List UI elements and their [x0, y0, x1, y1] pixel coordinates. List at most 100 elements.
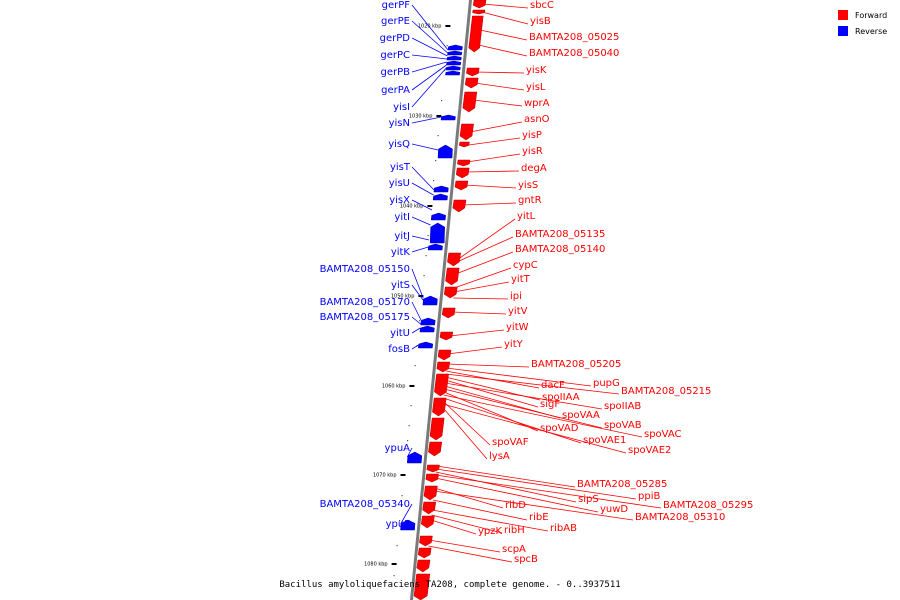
tick-label: 1040 kbp: [400, 204, 424, 210]
forward-gene-glyph: [462, 91, 478, 113]
reverse-gene-label: gerPC: [380, 50, 410, 61]
leader-line: [411, 216, 431, 226]
minor-tick: [419, 320, 421, 322]
forward-gene-label: BAMTA208_05025: [529, 32, 619, 43]
leader-line: [406, 447, 413, 458]
reverse-gene-glyph: [419, 325, 435, 333]
reverse-gene-glyph: [430, 212, 446, 221]
forward-gene-label: asnO: [524, 114, 550, 125]
forward-gene-glyph: [429, 417, 445, 441]
reverse-gene-glyph: [432, 193, 448, 201]
leader-line: [430, 519, 477, 535]
leader-line: [411, 116, 442, 124]
forward-gene-label: sipS: [578, 494, 599, 505]
forward-gene-label: spoVAF: [492, 437, 529, 448]
reverse-gene-glyph: [446, 55, 462, 61]
genome-axis-line: [409, 0, 473, 600]
tick-mark: [445, 25, 451, 27]
legend-reverse-label: Reverse: [855, 27, 887, 36]
forward-gene-glyph: [425, 473, 439, 483]
leader-line: [462, 202, 517, 206]
forward-gene-glyph: [459, 123, 474, 141]
leader-line: [451, 311, 507, 315]
tick-label: 1080 kbp: [364, 562, 388, 568]
forward-gene-label: BAMTA208_05040: [529, 48, 619, 59]
forward-gene-label: BAMTA208_05205: [531, 359, 621, 370]
reverse-gene-label: yitK: [391, 247, 411, 258]
leader-line: [411, 54, 448, 60]
reverse-gene-label: gerPF: [382, 0, 411, 11]
forward-gene-label: pupG: [593, 378, 620, 389]
reverse-gene-label: gerPA: [381, 85, 410, 96]
reverse-gene-glyph: [422, 295, 438, 306]
forward-gene-glyph: [416, 559, 431, 573]
forward-gene-label: spoVAE1: [583, 435, 626, 446]
forward-gene-label: yisB: [530, 16, 551, 27]
forward-gene-glyph: [472, 9, 486, 15]
reverse-gene-glyph: [440, 114, 456, 121]
leader-line: [411, 344, 419, 350]
reverse-gene-glyph: [445, 65, 461, 71]
forward-gene-label: dacF: [541, 380, 565, 391]
leader-line: [454, 267, 512, 289]
minor-tick: [393, 575, 395, 577]
leader-line: [432, 499, 528, 521]
forward-gene-label: spoIIAA: [542, 392, 580, 403]
genome-caption: Bacillus amyloliquefaciens TA208, comple…: [279, 580, 620, 590]
leader-line: [411, 182, 434, 196]
forward-gene-label: ribE: [529, 512, 549, 523]
leader-line: [411, 316, 421, 325]
minor-tick: [425, 255, 427, 257]
leader-line: [446, 363, 530, 368]
forward-gene-label: BAMTA208_05310: [635, 512, 725, 523]
forward-gene-label: yisK: [526, 65, 547, 76]
minor-tick: [441, 100, 443, 102]
forward-gene-label: spoVAD: [540, 423, 579, 434]
leader-line: [435, 477, 599, 513]
reverse-gene-glyph: [447, 50, 463, 56]
reverse-gene-label: yisU: [389, 178, 410, 189]
forward-gene-label: ppiB: [638, 491, 660, 502]
leader-line: [434, 487, 504, 509]
reverse-gene-label: fosB: [388, 344, 410, 355]
minor-tick: [408, 425, 410, 427]
leader-line: [447, 346, 503, 355]
forward-gene-label: ribH: [504, 525, 525, 536]
leader-line: [446, 367, 592, 387]
reverse-gene-glyph: [446, 60, 462, 66]
leader-line: [411, 301, 422, 321]
tick-mark: [409, 385, 415, 387]
leader-line: [455, 251, 514, 275]
forward-gene-glyph: [441, 307, 456, 319]
forward-gene-glyph: [468, 15, 484, 53]
minor-tick: [414, 365, 416, 367]
leader-line: [431, 509, 549, 532]
tick-label: 1030 kbp: [409, 114, 433, 120]
reverse-gene-glyph: [418, 341, 434, 349]
minor-tick: [401, 495, 403, 497]
leader-line: [442, 403, 627, 454]
forward-gene-glyph: [454, 180, 469, 191]
leader-line: [456, 218, 516, 261]
reverse-gene-label: yitJ: [394, 231, 410, 242]
tick-label: 1060 kbp: [382, 384, 406, 390]
leader-line: [465, 170, 520, 173]
minor-tick: [407, 440, 409, 442]
leader-line: [469, 121, 523, 133]
forward-gene-glyph: [422, 501, 437, 515]
reverse-gene-label: yisX: [389, 195, 410, 206]
forward-gene-glyph: [445, 267, 460, 286]
forward-gene-label: spoVAB: [604, 420, 642, 431]
leader-line: [411, 20, 448, 54]
forward-gene-label: cypC: [513, 260, 538, 271]
leader-line: [444, 379, 539, 408]
tick-mark: [418, 295, 424, 297]
leader-line: [411, 235, 430, 241]
reverse-gene-label: yitI: [394, 212, 410, 223]
leader-line: [444, 382, 603, 410]
minor-tick: [433, 180, 435, 182]
forward-gene-label: lysA: [489, 451, 510, 462]
leader-line: [482, 3, 529, 9]
forward-gene-label: spcB: [514, 554, 538, 565]
